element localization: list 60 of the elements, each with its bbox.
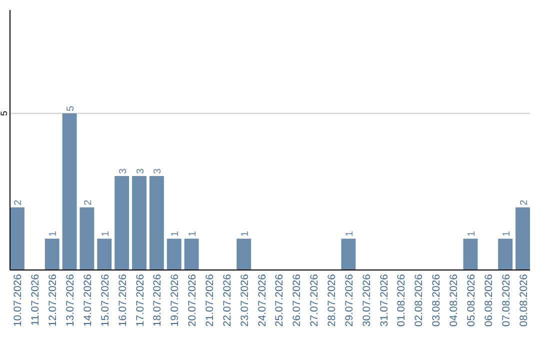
x-tick-label: 29.07.2026 <box>343 274 356 327</box>
bar <box>184 238 199 270</box>
bar <box>10 207 24 270</box>
x-tick-label: 02.08.2026 <box>413 274 426 327</box>
x-tick-label: 07.08.2026 <box>500 274 512 327</box>
bar <box>44 238 60 270</box>
x-tick-label: 27.07.2026 <box>308 274 321 327</box>
x-tick-label: 14.07.2026 <box>82 274 94 327</box>
data-label: 1 <box>48 230 60 237</box>
data-label: 1 <box>501 230 512 237</box>
data-label: 3 <box>135 168 146 174</box>
x-tick-label: 17.07.2026 <box>134 274 146 327</box>
x-tick-label: 16.07.2026 <box>116 274 129 327</box>
x-tick-label: 04.08.2026 <box>448 274 460 327</box>
x-tick-label: 24.07.2026 <box>256 274 268 327</box>
bar <box>62 113 77 270</box>
bar <box>341 238 356 270</box>
x-tick-label: 01.08.2026 <box>396 274 408 327</box>
bar <box>97 238 112 270</box>
data-label: 1 <box>170 230 182 237</box>
bar <box>463 238 478 270</box>
bar <box>236 238 252 270</box>
x-tick-label: 13.07.2026 <box>64 274 77 327</box>
x-tick-label: 22.07.2026 <box>221 274 234 327</box>
bar <box>149 176 164 270</box>
bar <box>132 176 146 270</box>
x-tick-label: 05.08.2026 <box>465 274 478 327</box>
data-label: 1 <box>466 230 478 237</box>
x-tick-label: 08.08.2026 <box>518 274 530 327</box>
x-tick-label: 30.07.2026 <box>360 274 373 327</box>
bar <box>80 207 94 270</box>
data-label: 2 <box>13 199 24 206</box>
x-tick-label: 23.07.2026 <box>238 274 251 327</box>
data-label: 2 <box>82 199 94 206</box>
data-label: 1 <box>188 230 199 237</box>
data-label: 2 <box>518 199 530 206</box>
x-tick-label: 21.07.2026 <box>204 274 216 327</box>
x-tick-label: 10.07.2026 <box>12 274 24 327</box>
bar <box>166 238 182 270</box>
x-tick-label: 19.07.2026 <box>169 274 182 327</box>
bar <box>114 176 130 270</box>
x-tick-label: 12.07.2026 <box>47 274 60 327</box>
x-tick-label: 06.08.2026 <box>482 274 495 327</box>
data-label: 5 <box>66 105 77 112</box>
x-tick-label: 31.07.2026 <box>378 274 390 327</box>
x-tick-label: 20.07.2026 <box>186 274 199 327</box>
x-tick-label: 18.07.2026 <box>152 274 164 327</box>
data-label: 3 <box>118 168 129 174</box>
data-label: 1 <box>344 230 356 237</box>
data-label: 3 <box>152 168 164 174</box>
x-tick-label: 03.08.2026 <box>430 274 443 327</box>
x-tick-label: 25.07.2026 <box>274 274 286 327</box>
data-label: 1 <box>240 230 251 237</box>
data-label: 1 <box>100 230 112 237</box>
bar <box>516 207 530 270</box>
bar <box>498 238 513 270</box>
x-tick-label: 11.07.2026 <box>30 274 42 326</box>
x-tick-label: 28.07.2026 <box>326 274 338 327</box>
x-tick-label: 26.07.2026 <box>291 274 304 327</box>
x-tick-label: 15.07.2026 <box>99 274 112 327</box>
